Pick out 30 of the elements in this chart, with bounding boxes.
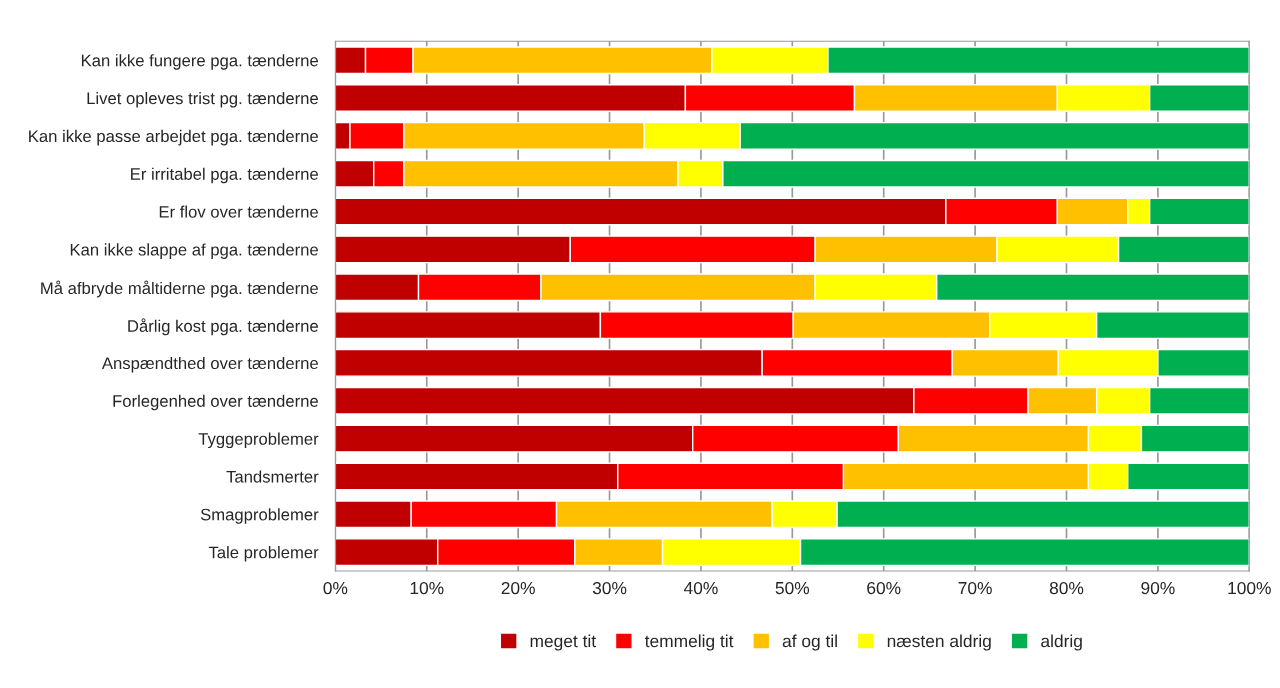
y-tick-label: Kan ikke passe arbejdet pga. tænderne: [29, 129, 318, 146]
y-tick-label: Dårlig kost pga. tænderne: [128, 318, 318, 336]
x-tick-label: 90%: [1141, 581, 1175, 595]
y-tick-label: Forlegenhed over tænderne: [113, 394, 318, 411]
x-tick-label: 70%: [958, 581, 992, 595]
x-tick-label: 80%: [1049, 581, 1084, 595]
y-tick-label: Kan ikke slappe af pga. tænderne: [70, 243, 318, 259]
y-tick-label: Må afbryde måltiderne pga. tænderne: [41, 280, 318, 298]
x-tick-label: 20%: [501, 581, 535, 595]
y-tick-label: Er irritabel pga. tænderne: [131, 167, 318, 184]
x-tick-label: 100%: [1228, 581, 1271, 595]
y-tick-label: Smagproblemer: [200, 508, 319, 524]
x-tick-label: 50%: [775, 581, 810, 595]
y-tick-label: Livet opleves trist pg. tænderne: [87, 92, 318, 108]
x-tick-label: 10%: [410, 581, 444, 595]
legend-label: aldrig: [1041, 634, 1082, 651]
y-tick-label: Tale problemer: [208, 546, 319, 562]
x-tick-label: 60%: [867, 581, 901, 595]
x-tick-label: 40%: [683, 581, 718, 595]
y-tick-label: Tandsmerter: [226, 470, 319, 483]
legend-label: temmelig tit: [644, 634, 734, 651]
y-tick-label: Kan ikke fungere pga. tænderne: [81, 54, 318, 70]
y-tick-label: Anspændthed over tænderne: [101, 356, 318, 373]
x-tick-label: 30%: [592, 581, 627, 595]
y-tick-label: Tyggeproblemer: [198, 432, 319, 449]
legend-label: næsten aldrig: [887, 634, 991, 651]
legend-label: af og til: [782, 634, 837, 651]
legend-label: meget tit: [530, 634, 596, 651]
x-tick-label: 0%: [323, 581, 348, 595]
y-tick-label: Er flov over tænderne: [159, 205, 318, 218]
